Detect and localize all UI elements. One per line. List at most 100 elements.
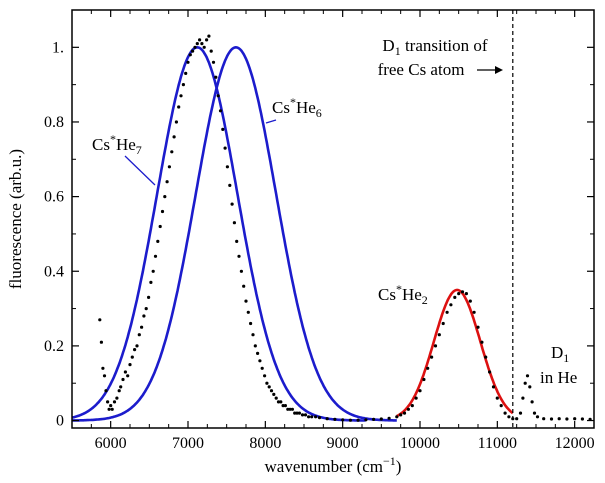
cs-he7-leader: [124, 155, 156, 186]
data-point: [460, 290, 465, 294]
data-point: [186, 60, 190, 64]
measured-points-layer: [98, 34, 592, 422]
data-point: [258, 359, 262, 363]
data-point: [149, 280, 153, 284]
data-point: [239, 269, 243, 273]
series-line-cshe6: [72, 45, 397, 422]
data-point: [515, 417, 519, 421]
data-point: [433, 344, 438, 348]
data-point: [557, 417, 561, 421]
data-point: [123, 370, 127, 374]
data-point: [256, 351, 260, 355]
data-point: [230, 202, 234, 206]
data-point: [191, 49, 195, 53]
data-point: [99, 340, 103, 344]
data-point: [115, 396, 119, 400]
cs-he7-label: Cs*He7: [92, 132, 142, 157]
x-tick-label: 7000: [172, 435, 204, 452]
data-point: [126, 374, 130, 378]
cs-he6-label: Cs*He6: [272, 95, 322, 120]
data-point: [179, 94, 183, 98]
data-point: [260, 366, 264, 370]
data-point: [499, 404, 503, 408]
data-point: [356, 418, 360, 422]
data-point: [218, 109, 223, 113]
data-point: [307, 415, 311, 419]
data-point: [379, 417, 383, 421]
data-point: [172, 135, 176, 139]
data-point: [276, 400, 281, 404]
data-point: [387, 416, 391, 420]
y-tick-label: 0.2: [44, 338, 64, 355]
data-point: [317, 416, 322, 420]
data-point: [107, 407, 111, 411]
x-tick-label: 9000: [327, 435, 359, 452]
data-point: [98, 318, 102, 322]
data-point: [223, 146, 227, 150]
data-point: [235, 239, 239, 243]
data-point: [144, 307, 148, 311]
axis-ticks: 6000 7000 8000 9000 10000 11000 12000 0 0.2 0.4 0.…: [44, 9, 595, 452]
data-point: [565, 417, 569, 421]
series-line-cshe7: [72, 45, 366, 422]
data-point: [200, 42, 204, 46]
data-point: [488, 370, 492, 374]
x-tick-label: 12000: [555, 435, 595, 452]
data-point: [265, 381, 269, 385]
data-point: [464, 292, 468, 296]
data-point: [402, 411, 407, 415]
data-point: [181, 83, 185, 87]
data-point: [184, 71, 188, 75]
x-tick-label: 11000: [478, 435, 517, 452]
y-tick-label: 0: [56, 413, 64, 430]
data-point: [140, 325, 144, 329]
data-point: [495, 396, 499, 400]
data-point: [528, 385, 532, 389]
data-point: [472, 310, 476, 314]
data-point: [279, 400, 283, 404]
data-point: [414, 396, 418, 400]
data-point: [457, 292, 461, 296]
data-point: [333, 417, 337, 421]
data-point: [228, 183, 232, 187]
data-point: [209, 49, 213, 53]
data-point: [518, 411, 523, 415]
data-point: [325, 417, 329, 421]
data-point: [117, 389, 121, 393]
data-point: [163, 195, 167, 199]
data-point: [395, 415, 399, 419]
x-tick-label: 8000: [249, 435, 281, 452]
data-point: [303, 413, 308, 417]
x-tick-label: 10000: [400, 435, 440, 452]
data-point: [112, 400, 117, 404]
data-point: [214, 75, 218, 79]
data-point: [532, 411, 537, 415]
data-point: [251, 333, 255, 337]
y-tick-label: 0.6: [44, 189, 64, 206]
data-point: [151, 269, 155, 273]
data-point: [573, 417, 577, 421]
data-point: [484, 355, 488, 359]
data-point: [293, 411, 297, 415]
d1-arrow: [477, 66, 503, 74]
data-point: [348, 418, 352, 422]
data-point: [202, 45, 206, 49]
data-point: [225, 165, 229, 169]
data-point: [476, 325, 480, 329]
data-point: [158, 224, 162, 229]
data-point: [133, 348, 137, 352]
plot-frame: [71, 9, 595, 429]
data-point: [211, 60, 216, 64]
data-point: [530, 400, 534, 404]
d1-transition-label-line2: free Cs atom: [378, 60, 465, 79]
data-point: [160, 209, 165, 214]
data-point: [286, 407, 290, 411]
data-point: [453, 295, 457, 299]
data-point: [372, 417, 376, 421]
data-point: [418, 389, 422, 393]
data-point: [441, 321, 445, 326]
y-axis-title: fluorescence (arb.u.): [6, 149, 25, 289]
data-point: [507, 415, 511, 419]
